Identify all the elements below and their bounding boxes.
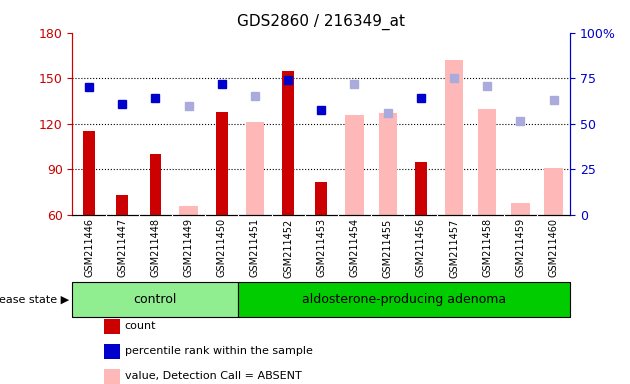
Title: GDS2860 / 216349_at: GDS2860 / 216349_at	[238, 14, 405, 30]
Bar	[415, 162, 427, 215]
Text: GSM211446: GSM211446	[84, 218, 94, 277]
Bar	[316, 182, 327, 215]
Text: GSM211451: GSM211451	[250, 218, 260, 277]
Bar	[216, 112, 227, 215]
Bar	[238, 282, 570, 317]
Text: percentile rank within the sample: percentile rank within the sample	[125, 346, 312, 356]
Text: GSM211458: GSM211458	[482, 218, 492, 277]
Bar	[180, 206, 198, 215]
Text: GSM211460: GSM211460	[549, 218, 559, 277]
Text: GSM211456: GSM211456	[416, 218, 426, 277]
Bar	[149, 154, 161, 215]
Text: GSM211449: GSM211449	[183, 218, 193, 277]
Bar	[478, 109, 496, 215]
Text: aldosterone-producing adenoma: aldosterone-producing adenoma	[302, 293, 507, 306]
Bar	[512, 203, 529, 215]
Bar	[379, 113, 397, 215]
Text: GSM211457: GSM211457	[449, 218, 459, 278]
Text: GSM211459: GSM211459	[515, 218, 525, 277]
Bar	[445, 60, 463, 215]
Text: GSM211448: GSM211448	[151, 218, 161, 277]
Text: GSM211447: GSM211447	[117, 218, 127, 277]
Bar	[117, 195, 128, 215]
Bar	[246, 122, 264, 215]
Bar	[345, 115, 364, 215]
Text: GSM211452: GSM211452	[283, 218, 293, 278]
Bar	[282, 71, 294, 215]
Text: disease state ▶: disease state ▶	[0, 295, 69, 305]
Bar	[72, 282, 238, 317]
Bar	[544, 168, 563, 215]
Text: value, Detection Call = ABSENT: value, Detection Call = ABSENT	[125, 371, 302, 381]
Text: GSM211455: GSM211455	[382, 218, 392, 278]
Bar	[83, 131, 95, 215]
Text: GSM211454: GSM211454	[350, 218, 360, 277]
Text: count: count	[125, 321, 156, 331]
Text: control: control	[134, 293, 177, 306]
Text: GSM211453: GSM211453	[316, 218, 326, 277]
Text: GSM211450: GSM211450	[217, 218, 227, 277]
